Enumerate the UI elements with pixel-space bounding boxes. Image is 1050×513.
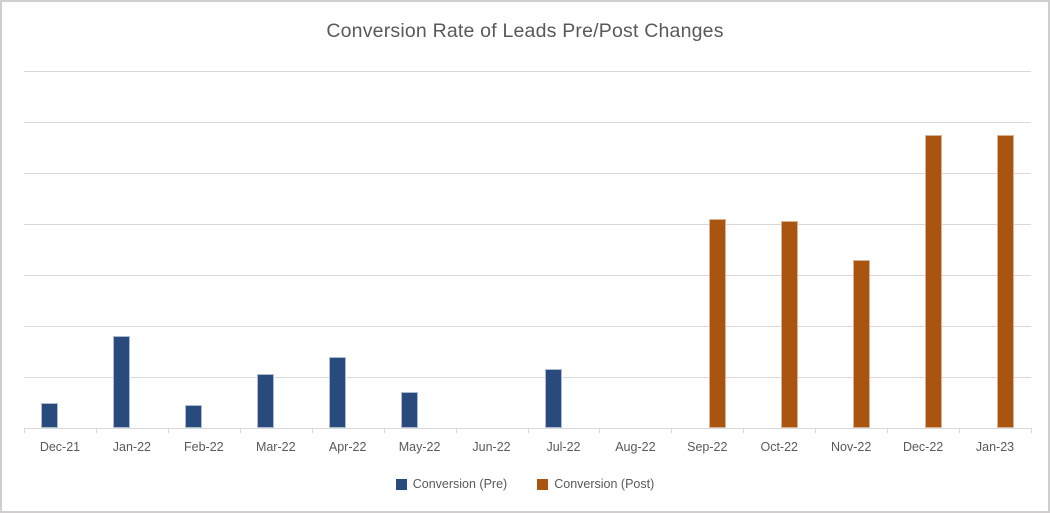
x-axis-label-oct-22: Oct-22 xyxy=(760,440,798,454)
x-axis-tick xyxy=(887,428,889,433)
legend-item-post: Conversion (Post) xyxy=(537,477,654,491)
bar-pre-dec-21 xyxy=(41,402,59,428)
legend-swatch-post xyxy=(537,478,549,490)
legend-item-pre: Conversion (Pre) xyxy=(395,477,508,491)
x-axis-label-sep-22: Sep-22 xyxy=(687,440,728,454)
bar-post-jan-23 xyxy=(996,134,1014,428)
gridline xyxy=(24,71,1031,72)
x-axis-tick xyxy=(815,428,817,433)
legend-label-pre: Conversion (Pre) xyxy=(412,477,508,491)
bar-post-sep-22 xyxy=(708,218,726,428)
bar-post-nov-22 xyxy=(852,259,870,428)
x-axis-label-jan-22: Jan-22 xyxy=(112,440,151,454)
x-axis-label-apr-22: Apr-22 xyxy=(328,440,367,454)
x-axis-tick xyxy=(311,428,313,433)
chart-title: Conversion Rate of Leads Pre/Post Change… xyxy=(326,20,724,42)
gridline xyxy=(24,377,1031,378)
x-axis-tick xyxy=(959,428,961,433)
x-axis-tick xyxy=(599,428,601,433)
legend-swatch-pre xyxy=(395,478,407,490)
x-axis-label-feb-22: Feb-22 xyxy=(184,440,224,454)
x-axis-label-jul-22: Jul-22 xyxy=(546,440,581,454)
x-axis-tick xyxy=(383,428,385,433)
x-axis-label-aug-22: Aug-22 xyxy=(615,440,656,454)
x-axis-labels: Dec-21 Jan-22 Feb-22 Mar-22 Apr-22 May-22 Jun-… xyxy=(24,440,1031,458)
x-axis-tick xyxy=(95,428,97,433)
x-axis-label-jan-23: Jan-23 xyxy=(975,440,1015,454)
bar-pre-mar-22 xyxy=(257,374,275,428)
legend-label-post: Conversion (Post) xyxy=(554,477,655,491)
x-axis-tick xyxy=(671,428,673,433)
gridline xyxy=(24,122,1031,123)
gridline xyxy=(24,326,1031,327)
bar-post-oct-22 xyxy=(780,221,798,428)
chart-legend: Conversion (Pre) Conversion (Post) xyxy=(2,477,1048,491)
x-axis-tick xyxy=(1031,428,1032,433)
bar-pre-may-22 xyxy=(401,392,419,428)
x-axis-tick xyxy=(455,428,457,433)
x-axis-label-mar-22: Mar-22 xyxy=(255,440,296,454)
gridline xyxy=(24,173,1031,174)
x-axis-label-nov-22: Nov-22 xyxy=(831,440,872,454)
bar-post-dec-22 xyxy=(924,134,942,428)
bar-pre-jan-22 xyxy=(113,336,131,428)
x-axis-tick xyxy=(167,428,169,433)
x-axis-label-dec-22: Dec-22 xyxy=(902,440,944,454)
gridline xyxy=(24,275,1031,276)
x-axis-tick xyxy=(743,428,745,433)
gridline xyxy=(24,224,1031,225)
plot-area xyxy=(24,71,1032,433)
bar-pre-feb-22 xyxy=(185,405,203,428)
x-axis-tick xyxy=(527,428,529,433)
x-axis-tick xyxy=(24,428,25,433)
x-axis-label-may-22: May-22 xyxy=(398,440,441,454)
x-axis-tick xyxy=(239,428,241,433)
x-axis-label-jun-22: Jun-22 xyxy=(472,440,511,454)
bar-pre-apr-22 xyxy=(329,356,347,428)
x-axis-label-dec-21: Dec-21 xyxy=(39,440,81,454)
bar-pre-jul-22 xyxy=(544,369,562,428)
